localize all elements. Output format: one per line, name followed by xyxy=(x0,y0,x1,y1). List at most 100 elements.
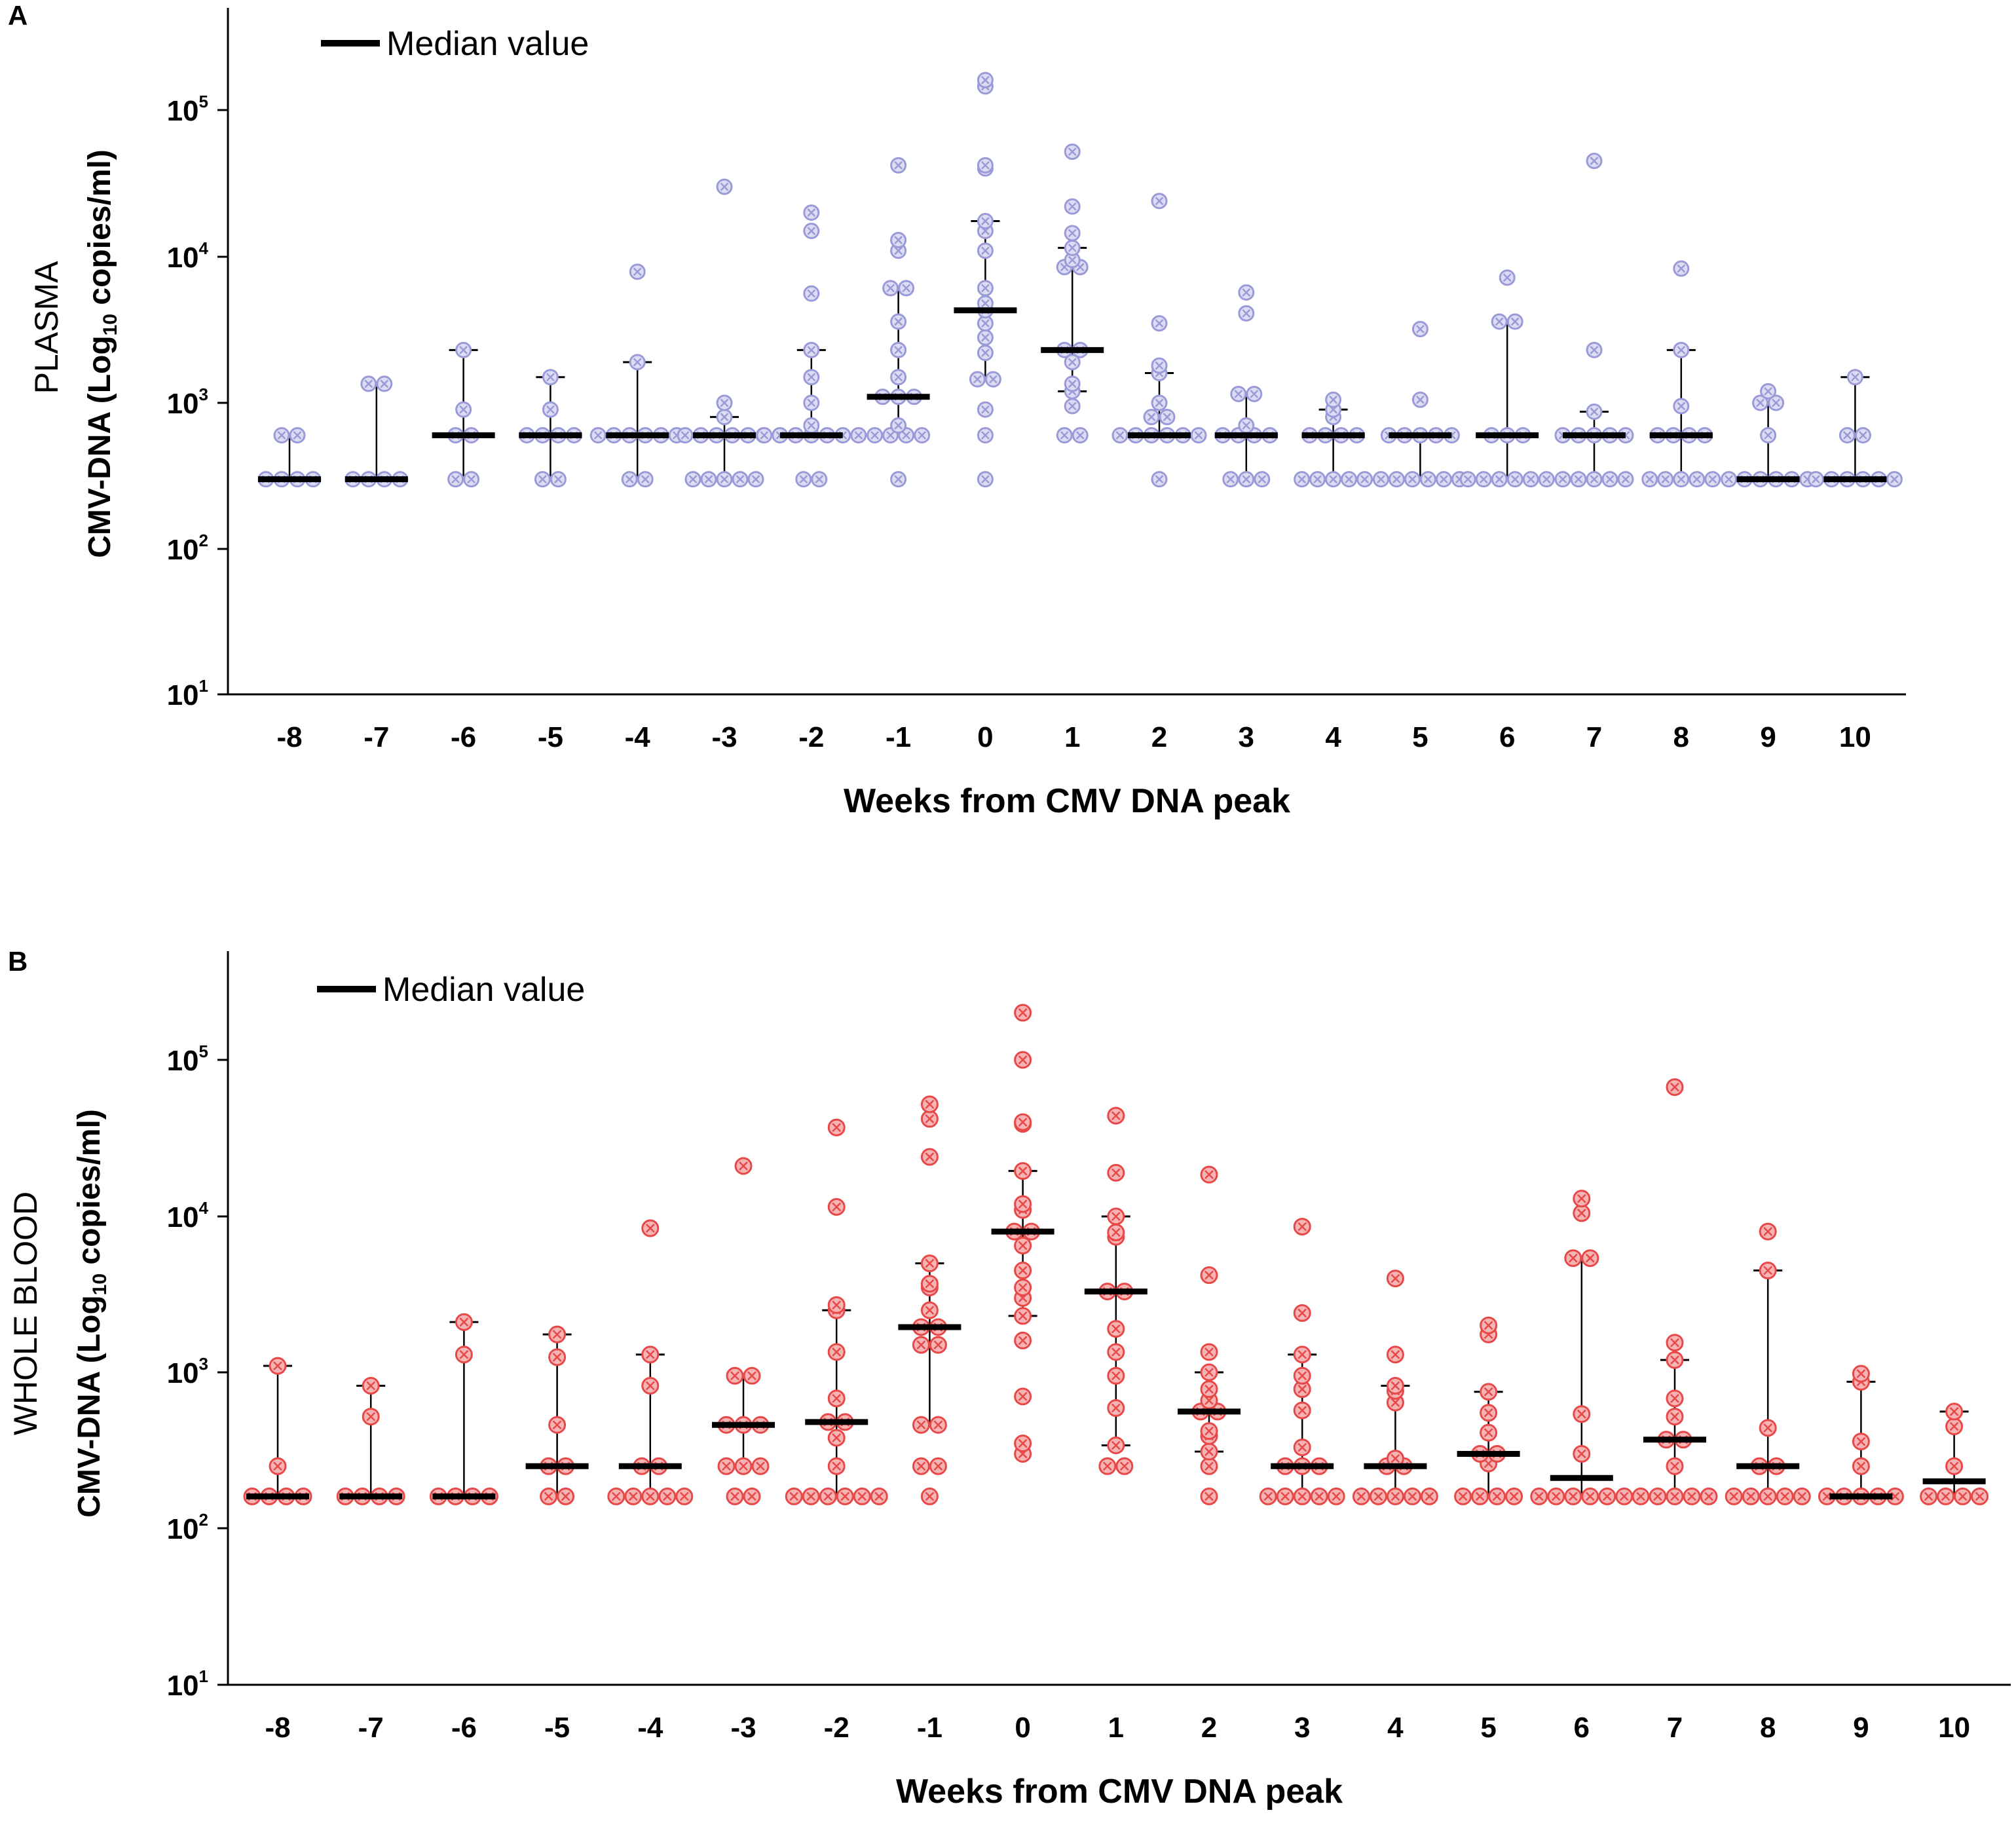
week-group-0 xyxy=(954,71,1017,488)
data-point-cross xyxy=(611,1492,621,1501)
data-point-cross xyxy=(1729,1492,1739,1501)
data-point-cross xyxy=(546,373,555,382)
data-point-cross xyxy=(1155,197,1164,206)
data-point-cross xyxy=(1297,1371,1307,1381)
data-point-cross xyxy=(1018,1199,1028,1209)
data-point-cross xyxy=(894,236,903,244)
week-group-7 xyxy=(1554,153,1634,488)
data-point-cross xyxy=(1242,475,1251,483)
data-point-cross xyxy=(981,333,990,342)
data-point-cross xyxy=(789,1492,799,1501)
data-point-cross xyxy=(1391,1273,1400,1283)
data-point-cross xyxy=(633,358,642,367)
data-point-cross xyxy=(1194,431,1203,440)
x-tick-label: -3 xyxy=(711,721,737,753)
data-point-cross xyxy=(1475,1492,1485,1501)
x-tick-label: -5 xyxy=(544,1712,570,1744)
data-point-cross xyxy=(1297,1442,1307,1452)
data-point-cross xyxy=(1155,475,1164,483)
week-group--6 xyxy=(432,341,495,488)
data-point-cross xyxy=(459,1349,469,1359)
data-point-cross xyxy=(1856,1461,1866,1471)
data-point-cross xyxy=(981,246,990,255)
data-point-cross xyxy=(1479,475,1488,483)
x-tick-label: -4 xyxy=(637,1712,663,1744)
data-point-cross xyxy=(747,1492,756,1501)
data-point-cross xyxy=(720,182,729,191)
panel-letter: B xyxy=(8,946,28,977)
data-point-cross xyxy=(815,475,824,483)
data-point-cross xyxy=(1111,1347,1121,1357)
x-tick-label: 6 xyxy=(1574,1712,1590,1744)
data-point-cross xyxy=(1890,475,1899,483)
data-point-cross xyxy=(1590,157,1599,166)
week-group-10 xyxy=(1807,369,1903,488)
data-point-cross xyxy=(1577,1449,1586,1459)
data-point-cross xyxy=(832,1347,842,1357)
data-point-cross xyxy=(451,475,460,483)
y-tick-label: 104 xyxy=(167,238,209,274)
week-group--3 xyxy=(677,178,772,488)
data-point-cross xyxy=(1687,1492,1696,1501)
week-group-0 xyxy=(991,1004,1055,1463)
data-point-cross xyxy=(933,1340,943,1349)
data-point-cross xyxy=(807,421,816,430)
data-point-cross xyxy=(1060,431,1069,440)
data-point-cross xyxy=(1332,1492,1341,1501)
data-point-cross xyxy=(1484,1387,1493,1397)
data-point-cross xyxy=(1763,1266,1773,1275)
data-point-cross xyxy=(1605,475,1615,483)
week-group--5 xyxy=(518,369,582,488)
data-point-cross xyxy=(886,284,895,293)
data-point-cross xyxy=(1424,475,1432,483)
panel-a: A 101 102 103 104 105 -8 -7 -6 -5 -4 -3 -2 -1 0 1 2 3 4 5 6 7… xyxy=(8,0,1906,820)
data-point-cross xyxy=(1704,1492,1713,1501)
data-point-cross xyxy=(1577,1409,1586,1419)
y-tick-label: 102 xyxy=(167,1510,208,1545)
data-point-cross xyxy=(807,289,816,298)
data-point-cross xyxy=(1119,1461,1129,1471)
data-point-cross xyxy=(916,1340,926,1349)
data-point-cross xyxy=(1425,1492,1434,1501)
x-tick-label: 2 xyxy=(1201,1712,1217,1744)
data-point-cross xyxy=(1018,1336,1028,1345)
data-point-cross xyxy=(1568,1253,1578,1263)
data-point-cross xyxy=(739,1461,748,1471)
data-point-cross xyxy=(538,475,547,483)
data-point-cross xyxy=(925,1279,935,1288)
data-point-cross xyxy=(1590,345,1599,354)
data-point-cross xyxy=(1315,1492,1324,1501)
data-point-cross xyxy=(1204,1426,1214,1436)
data-point-cross xyxy=(807,227,816,235)
x-tick-label: 1 xyxy=(1108,1712,1124,1744)
data-point-cross xyxy=(1018,1311,1028,1321)
week-group-4 xyxy=(1294,391,1373,488)
data-point-cross xyxy=(1392,475,1401,483)
week-group--8 xyxy=(243,1357,312,1505)
data-point-cross xyxy=(273,1461,282,1471)
data-point-cross xyxy=(1102,1461,1112,1471)
x-tick-label: 0 xyxy=(1015,1712,1030,1744)
data-point-cross xyxy=(747,1371,756,1381)
data-point-cross xyxy=(925,1258,935,1268)
data-point-cross xyxy=(1204,1170,1214,1180)
data-point-cross xyxy=(1111,1212,1121,1221)
data-point-cross xyxy=(981,475,990,483)
data-point-cross xyxy=(1115,431,1125,440)
data-point-cross xyxy=(1503,273,1512,282)
data-point-cross xyxy=(1621,475,1630,483)
week-group-3 xyxy=(1259,1218,1345,1505)
data-point-cross xyxy=(739,1161,748,1171)
data-point-cross xyxy=(633,267,642,276)
data-point-cross xyxy=(1484,1408,1493,1418)
data-point-cross xyxy=(1746,1492,1756,1501)
data-point-cross xyxy=(1155,398,1164,407)
data-point-cross xyxy=(1018,1166,1028,1176)
data-point-cross xyxy=(1636,1492,1645,1501)
data-point-cross xyxy=(380,379,389,388)
week-group--8 xyxy=(257,426,322,488)
data-point-cross xyxy=(981,284,990,293)
data-point-cross xyxy=(933,1461,943,1471)
data-point-cross xyxy=(1068,202,1077,211)
y-tick-label: 101 xyxy=(167,676,208,711)
